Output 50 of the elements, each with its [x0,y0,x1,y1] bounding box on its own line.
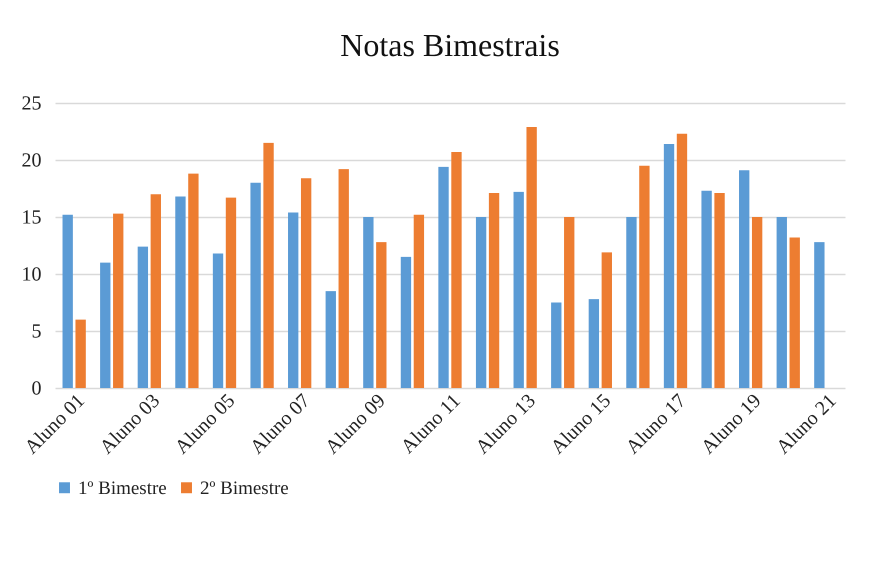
y-tick-label: 15 [22,206,42,228]
bar [476,217,486,388]
bar [514,192,524,388]
chart-title: Notas Bimestrais [340,27,560,63]
bar [300,178,312,388]
y-tick-label: 5 [32,320,42,342]
bar [639,166,650,388]
bar [526,126,537,388]
bar [438,166,449,388]
bar [551,302,562,388]
bar [376,242,386,388]
bar [790,238,800,388]
bar [338,169,349,388]
bar [664,144,674,388]
y-tick-label: 25 [22,92,42,114]
bar [400,256,412,388]
bar [226,198,236,388]
bar [188,174,199,388]
legend-label: 2º Bimestre [200,478,289,499]
bar [776,217,787,388]
bar [113,214,124,388]
bar [676,134,688,388]
bar [138,246,148,388]
bar [100,262,110,388]
bar [752,217,762,388]
bar [602,252,612,388]
bar [451,152,462,388]
bar [588,299,600,388]
bar [288,212,298,388]
bar [150,194,161,388]
y-tick-label: 20 [22,150,42,172]
bar [212,253,224,388]
bar [62,214,73,388]
bar [175,196,186,388]
bar [739,170,750,388]
bar [626,217,637,388]
bar [488,193,500,388]
legend-label: 1º Bimestre [78,478,167,499]
y-tick-label: 10 [22,264,42,286]
bar [814,242,825,388]
bar [714,193,725,388]
bar [414,214,424,388]
bar [326,291,336,388]
bar [250,182,261,388]
bar [564,217,574,388]
bar [363,217,374,388]
bar [263,142,274,388]
bar [701,190,712,388]
bar [75,320,86,388]
y-tick-label: 0 [32,378,42,400]
